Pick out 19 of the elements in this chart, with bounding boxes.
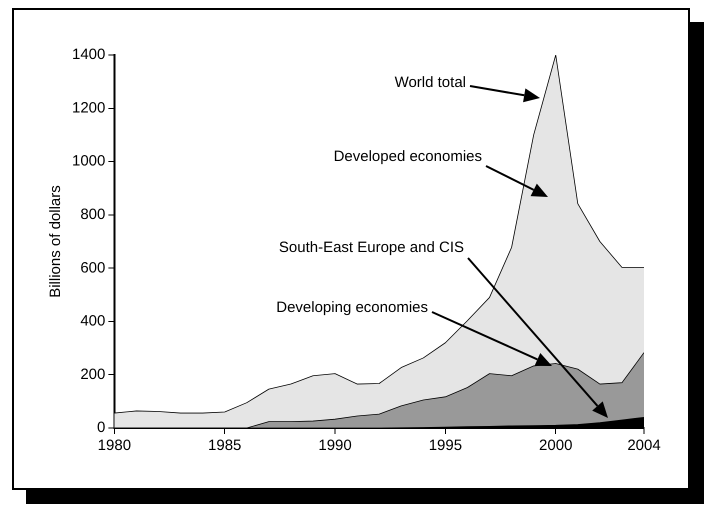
y-tick-label: 600 [80, 259, 106, 276]
annotation: Developing economies [276, 299, 428, 317]
y-tick-label: 200 [80, 366, 106, 383]
x-tick-label: 1995 [428, 437, 462, 454]
y-tick-label: 1000 [72, 152, 106, 170]
y-tick-label: 0 [97, 419, 106, 436]
y-tick-label: 800 [80, 206, 106, 223]
y-tick-label: 1200 [72, 99, 106, 116]
x-tick-label: 1980 [98, 437, 132, 454]
x-tick-label: 2004 [627, 437, 661, 454]
y-tick-label: 1400 [72, 46, 106, 64]
x-tick-label: 1985 [208, 437, 242, 454]
y-tick-label: 400 [80, 312, 106, 330]
annotation: South-East Europe and CIS [278, 239, 464, 257]
annotation: Developed economies [334, 148, 482, 166]
x-tick-label: 1990 [318, 437, 352, 454]
annotation: World total [394, 74, 466, 92]
x-tick-label: 2000 [539, 437, 572, 454]
y-axis-title: Billions of dollars [47, 185, 64, 298]
